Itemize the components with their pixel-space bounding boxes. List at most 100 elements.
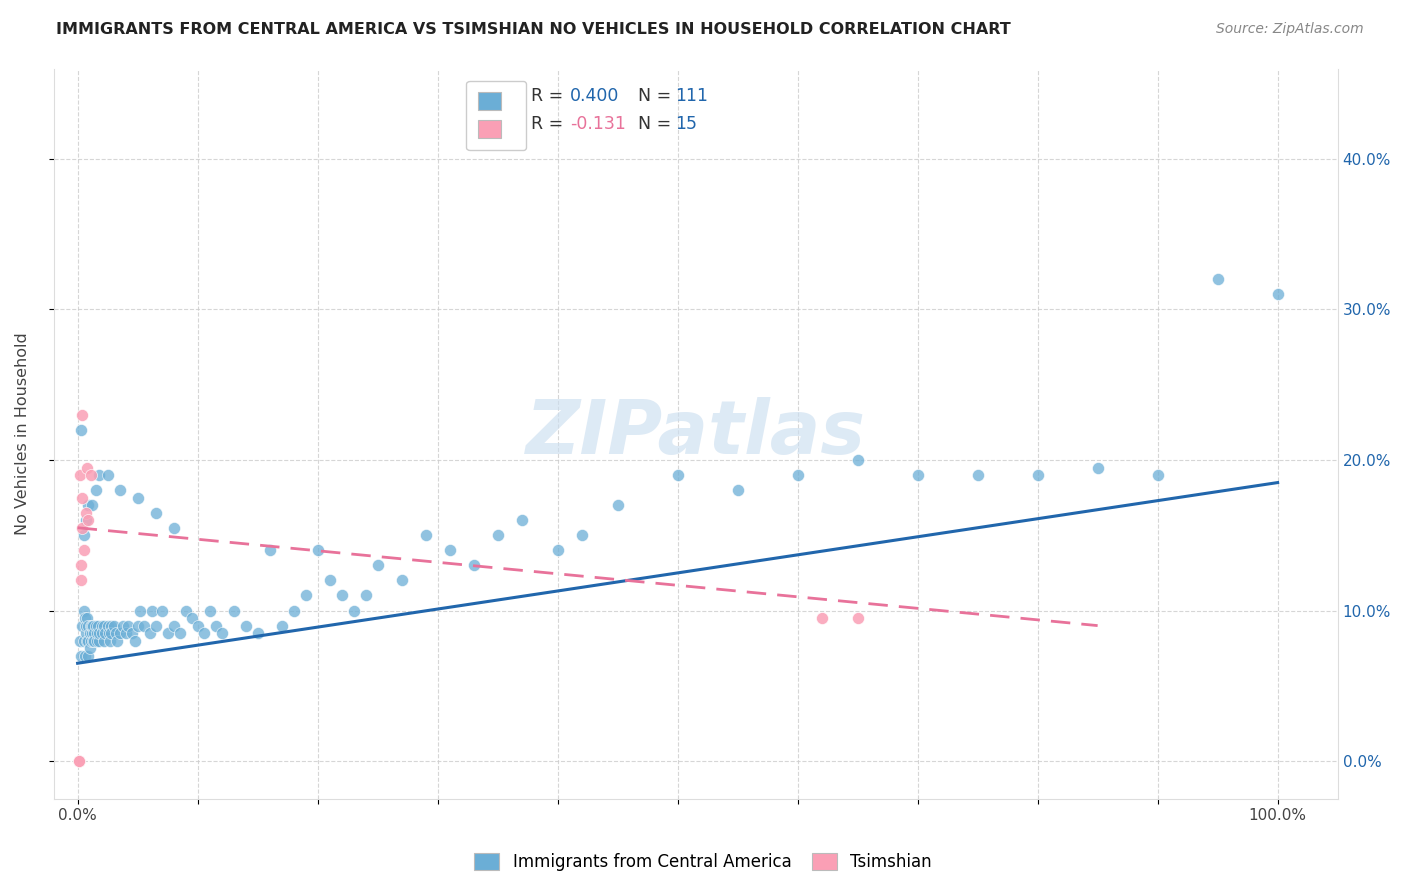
Point — [72, 633, 94, 648]
Point — [1206, 272, 1229, 286]
Point — [1026, 468, 1049, 483]
Point — [150, 603, 173, 617]
Point — [439, 543, 461, 558]
Point — [117, 618, 139, 632]
Text: IMMIGRANTS FROM CENTRAL AMERICA VS TSIMSHIAN NO VEHICLES IN HOUSEHOLD CORRELATIO: IMMIGRANTS FROM CENTRAL AMERICA VS TSIMS… — [56, 22, 1011, 37]
Point — [76, 611, 98, 625]
Point — [97, 468, 120, 483]
Point — [1146, 468, 1168, 483]
Point — [69, 468, 91, 483]
Point — [547, 543, 569, 558]
Point — [87, 618, 110, 632]
Point — [198, 603, 221, 617]
Point — [80, 468, 103, 483]
Point — [187, 618, 209, 632]
Point — [83, 626, 105, 640]
Point — [86, 626, 108, 640]
Point — [1087, 460, 1109, 475]
Point — [307, 543, 329, 558]
Point — [124, 633, 146, 648]
Point — [108, 626, 131, 640]
Point — [174, 603, 197, 617]
Point — [97, 618, 120, 632]
Point — [72, 528, 94, 542]
Legend: Immigrants from Central America, Tsimshian: Immigrants from Central America, Tsimshi… — [467, 845, 939, 880]
Point — [105, 626, 128, 640]
Point — [294, 589, 316, 603]
Point — [846, 611, 869, 625]
Point — [97, 626, 120, 640]
Point — [79, 641, 101, 656]
Point — [193, 626, 215, 640]
Point — [100, 618, 122, 632]
Point — [571, 528, 593, 542]
Point — [70, 558, 93, 573]
Point — [127, 491, 149, 505]
Text: 15: 15 — [675, 115, 697, 133]
Point — [727, 483, 749, 497]
Text: R =: R = — [531, 115, 569, 133]
Point — [105, 633, 128, 648]
Point — [67, 754, 90, 768]
Point — [283, 603, 305, 617]
Point — [72, 491, 94, 505]
Point — [810, 611, 832, 625]
Point — [415, 528, 437, 542]
Text: N =: N = — [638, 87, 676, 105]
Point — [70, 648, 93, 663]
Point — [75, 626, 97, 640]
Point — [169, 626, 191, 640]
Point — [606, 498, 628, 512]
Point — [76, 633, 98, 648]
Text: R =: R = — [531, 87, 569, 105]
Point — [94, 626, 117, 640]
Point — [77, 648, 100, 663]
Text: 0.400: 0.400 — [569, 87, 619, 105]
Point — [72, 521, 94, 535]
Point — [666, 468, 689, 483]
Point — [80, 633, 103, 648]
Point — [211, 626, 233, 640]
Point — [121, 626, 143, 640]
Point — [132, 618, 155, 632]
Point — [80, 626, 103, 640]
Point — [367, 558, 389, 573]
Point — [162, 618, 184, 632]
Legend: , : , — [467, 80, 526, 151]
Point — [100, 626, 122, 640]
Point — [108, 483, 131, 497]
Point — [70, 423, 93, 437]
Point — [786, 468, 808, 483]
Point — [98, 633, 121, 648]
Text: Source: ZipAtlas.com: Source: ZipAtlas.com — [1216, 22, 1364, 37]
Point — [222, 603, 245, 617]
Point — [318, 574, 340, 588]
Point — [510, 513, 533, 527]
Point — [103, 618, 125, 632]
Point — [80, 618, 103, 632]
Point — [83, 633, 105, 648]
Point — [145, 618, 167, 632]
Point — [90, 618, 112, 632]
Point — [259, 543, 281, 558]
Point — [73, 648, 96, 663]
Point — [89, 633, 111, 648]
Point — [77, 513, 100, 527]
Point — [70, 574, 93, 588]
Point — [67, 754, 90, 768]
Point — [72, 603, 94, 617]
Point — [112, 618, 135, 632]
Point — [82, 618, 104, 632]
Point — [114, 626, 136, 640]
Point — [1267, 287, 1289, 301]
Point — [93, 618, 115, 632]
Point — [80, 618, 103, 632]
Point — [77, 618, 100, 632]
Point — [76, 460, 98, 475]
Point — [90, 626, 112, 640]
Point — [907, 468, 929, 483]
Point — [354, 589, 377, 603]
Point — [84, 483, 107, 497]
Point — [180, 611, 202, 625]
Point — [72, 408, 94, 422]
